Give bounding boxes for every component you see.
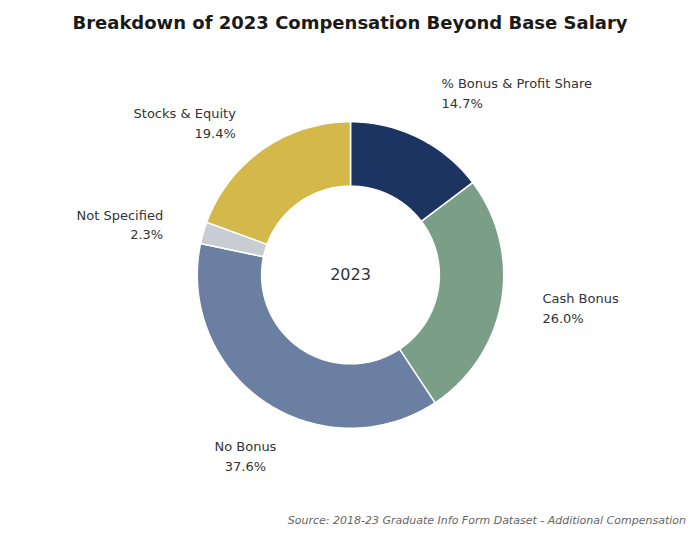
svg-text:No Bonus37.6%: No Bonus37.6%: [214, 439, 276, 474]
svg-text:Stocks & Equity19.4%: Stocks & Equity19.4%: [134, 106, 237, 141]
html-text:Breakdown of 2023 Compensation: Breakdown of 2023 Compensation Beyond Ba…: [72, 12, 628, 33]
svg-text:2023: 2023: [330, 265, 371, 284]
html-text:Source: 2018-23 Graduate Info: Source: 2018-23 Graduate Info Form Datas…: [287, 514, 686, 527]
svg-text:Cash Bonus26.0%: Cash Bonus26.0%: [542, 291, 619, 326]
svg-text:% Bonus & Profit Share14.7%: % Bonus & Profit Share14.7%: [441, 76, 592, 111]
svg-text:Not Specified2.3%: Not Specified2.3%: [77, 208, 164, 243]
